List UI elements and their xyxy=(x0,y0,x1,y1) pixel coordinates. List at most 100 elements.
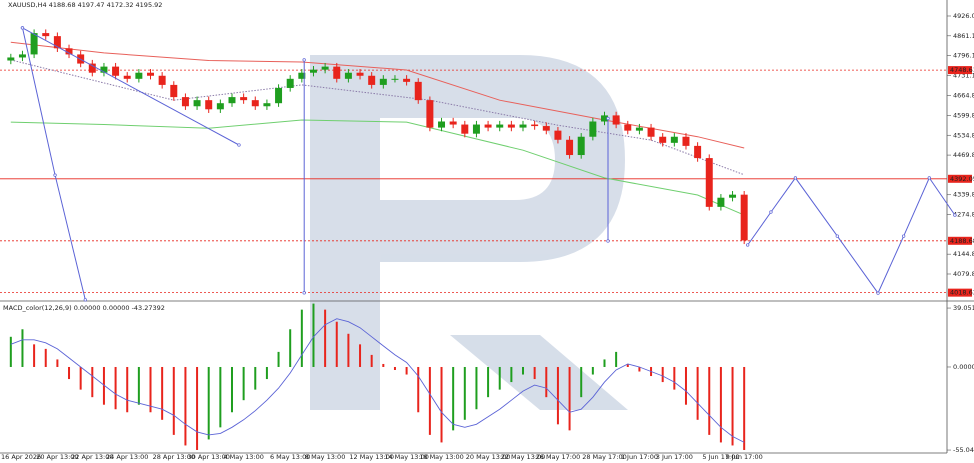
x-tick-label: 5 Jun 17:00 xyxy=(702,453,739,461)
candle-body xyxy=(717,197,725,207)
x-tick-label: 28 Apr 13:00 xyxy=(153,453,195,461)
candle-body xyxy=(612,115,620,125)
macd-bar xyxy=(289,329,292,367)
candle-body xyxy=(461,124,469,134)
macd-bar xyxy=(44,348,47,367)
macd-bar xyxy=(126,366,129,413)
candle-body xyxy=(123,75,131,79)
watermark xyxy=(310,55,628,410)
x-tick-label: 3 Jun 17:00 xyxy=(656,453,693,461)
candle-body xyxy=(589,121,597,137)
analysis-point xyxy=(302,291,306,295)
candle-body xyxy=(147,72,154,76)
macd-bar xyxy=(242,366,245,401)
level-label: 4018.63 xyxy=(950,289,974,297)
y-tick-label: 4926.05 xyxy=(953,12,974,20)
macd-bar xyxy=(184,366,187,446)
y-tick-label: 4599.80 xyxy=(953,111,974,119)
level-tag xyxy=(948,236,972,245)
macd-bar xyxy=(661,366,664,383)
candle-body xyxy=(240,97,248,101)
y-tick-label: 4861.10 xyxy=(953,32,974,40)
candle-body xyxy=(484,124,492,128)
macd-bar xyxy=(440,366,443,443)
x-tick-label: 14 May 13:00 xyxy=(384,453,429,461)
candle-body xyxy=(635,127,643,131)
candle-body xyxy=(659,136,667,143)
macd-bar xyxy=(79,366,82,390)
candle-body xyxy=(18,54,26,58)
candle-body xyxy=(333,66,341,79)
candle-body xyxy=(647,127,655,137)
y-tick-label: -55.04305 xyxy=(953,446,974,454)
candle-body xyxy=(263,103,271,107)
macd-bar xyxy=(230,366,233,413)
macd-signal xyxy=(10,318,745,443)
analysis-point xyxy=(606,239,610,243)
candle-body xyxy=(135,72,143,79)
candle-body xyxy=(577,136,585,156)
analysis-point xyxy=(835,234,839,238)
candle-body xyxy=(391,78,399,80)
candle-body xyxy=(30,33,38,55)
level-tag xyxy=(948,174,972,183)
macd-bar xyxy=(603,359,606,367)
moving-average xyxy=(10,41,745,149)
candle-body xyxy=(438,121,446,128)
candle-body xyxy=(368,75,376,85)
macd-bar xyxy=(591,366,594,375)
macd-bar xyxy=(417,366,420,413)
x-tick-label: 12 May 13:00 xyxy=(349,453,394,461)
candle-body xyxy=(100,66,108,73)
x-tick-label: 16 Apr 2026 xyxy=(1,453,41,461)
macd-bar xyxy=(68,366,71,380)
candle-body xyxy=(496,124,504,128)
macd-bar xyxy=(533,366,536,380)
macd-bar xyxy=(393,366,396,371)
level-label: 4748.61 xyxy=(950,66,974,74)
x-tick-label: 20 Apr 13:00 xyxy=(36,453,78,461)
macd-bar xyxy=(684,366,687,405)
candle-body xyxy=(729,194,737,198)
macd-bar xyxy=(149,366,152,413)
x-tick-label: 24 Apr 13:00 xyxy=(106,453,148,461)
macd-bar xyxy=(265,366,268,380)
macd-bar xyxy=(696,366,699,420)
y-tick-label: 4731.10 xyxy=(953,71,974,79)
candle-body xyxy=(321,66,329,70)
x-tick-label: 9 Jun 17:00 xyxy=(726,453,763,461)
analysis-point xyxy=(83,298,87,302)
x-tick-label: 26 May 17:00 xyxy=(536,453,581,461)
candle-body xyxy=(112,66,120,76)
x-tick-label: 8 May 13:00 xyxy=(305,453,345,461)
candle-body xyxy=(298,72,306,79)
macd-bar xyxy=(196,366,199,450)
x-tick-label: 30 Apr 13:00 xyxy=(188,453,230,461)
y-tick-label: 4796.10 xyxy=(953,52,974,60)
candle-body xyxy=(414,81,422,101)
y-tick-label: 4144.80 xyxy=(953,250,974,258)
x-tick-label: 20 May 13:00 xyxy=(466,453,511,461)
candle-body xyxy=(181,97,189,107)
macd-bar xyxy=(359,344,362,367)
macd-bar xyxy=(510,366,513,383)
candle-body xyxy=(705,158,713,207)
x-tick-label: 22 Apr 13:00 xyxy=(71,453,113,461)
candle-body xyxy=(694,145,702,159)
macd-bar xyxy=(452,366,455,431)
candle-body xyxy=(379,78,387,85)
x-tick-label: 6 May 13:00 xyxy=(270,453,310,461)
macd-bar xyxy=(21,329,24,367)
analysis-point xyxy=(927,176,931,180)
candle-body xyxy=(507,124,515,128)
candle-body xyxy=(309,69,317,73)
candle-body xyxy=(624,124,632,131)
analysis-point xyxy=(793,176,798,180)
candle-body xyxy=(554,130,562,140)
macd-bar xyxy=(91,366,94,398)
analysis-point xyxy=(237,143,241,147)
analysis-point xyxy=(769,210,773,214)
macd-bar xyxy=(568,366,571,431)
level-label: 4188.68 xyxy=(950,237,974,245)
